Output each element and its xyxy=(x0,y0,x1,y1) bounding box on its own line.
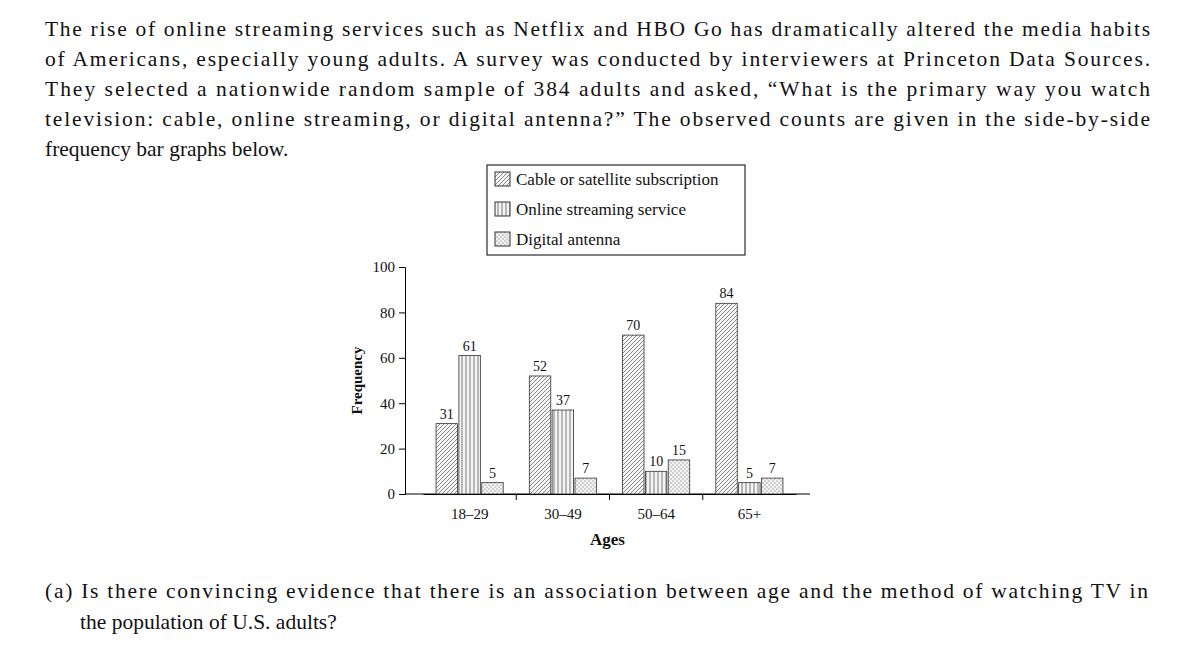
legend: Cable or satellite subscription Online st… xyxy=(487,165,745,255)
data-label: 10 xyxy=(649,454,663,469)
x-tick: 30–49 xyxy=(544,494,582,522)
legend-entry: Digital antenna xyxy=(516,230,621,249)
y-tick-label: 100 xyxy=(373,259,396,275)
x-tick: 65+ xyxy=(738,494,761,522)
bar xyxy=(459,356,480,494)
y-axis-line xyxy=(399,268,406,495)
x-axis: 18–29 30–49 50–64 65+ xyxy=(424,494,797,522)
y-tick-label: 0 xyxy=(388,486,396,502)
y-axis: 0 20 40 60 80 100 xyxy=(373,259,406,502)
legend-swatch xyxy=(495,232,510,246)
bar xyxy=(575,478,596,494)
data-label: 61 xyxy=(463,339,477,354)
y-tick-mark xyxy=(399,403,405,404)
x-axis-title: Ages xyxy=(590,530,625,549)
y-tick: 40 xyxy=(380,396,405,412)
y-tick-label: 40 xyxy=(380,396,395,412)
x-tick-label: 50–64 xyxy=(637,506,675,522)
intro-line: of Americans, especially young adults. A… xyxy=(45,47,1150,71)
y-tick: 60 xyxy=(380,350,405,366)
data-label: 15 xyxy=(672,443,686,458)
legend-box xyxy=(487,165,745,255)
x-divider xyxy=(516,494,517,500)
x-divider xyxy=(702,494,703,500)
question-line: (a) Is there convincing evidence that th… xyxy=(45,579,1148,603)
x-tick-label: 65+ xyxy=(738,506,761,522)
bar xyxy=(761,478,782,494)
x-tick: 50–64 xyxy=(637,494,675,522)
legend-entry: Online streaming service xyxy=(516,200,686,219)
data-label: 31 xyxy=(440,407,454,422)
y-tick-mark xyxy=(399,267,405,268)
question-line: the population of U.S. adults? xyxy=(80,610,337,634)
bar xyxy=(739,483,760,494)
y-tick-label: 60 xyxy=(380,350,395,366)
bar xyxy=(436,424,457,494)
y-tick-mark xyxy=(399,358,405,359)
data-label: 7 xyxy=(582,461,589,476)
y-tick: 100 xyxy=(373,259,406,275)
data-label: 5 xyxy=(746,466,753,481)
legend-swatch xyxy=(495,172,510,186)
y-axis-title: Frequency xyxy=(349,346,365,415)
bar xyxy=(482,483,503,494)
x-tick-label: 30–49 xyxy=(544,506,582,522)
data-label: 37 xyxy=(556,393,570,408)
bars xyxy=(436,303,783,494)
legend-swatch xyxy=(495,202,510,216)
x-divider xyxy=(609,494,610,500)
y-tick: 80 xyxy=(380,305,405,321)
page: The rise of online streaming services su… xyxy=(0,0,1200,664)
intro-line: They selected a nationwide random sample… xyxy=(45,77,1150,101)
data-label: 70 xyxy=(626,318,640,333)
bar xyxy=(552,410,573,494)
intro-line: television: cable, online streaming, or … xyxy=(45,107,1150,131)
y-tick-mark xyxy=(399,494,405,495)
y-tick: 0 xyxy=(388,486,406,502)
x-tick-label: 18–29 xyxy=(451,506,489,522)
legend-entry: Cable or satellite subscription xyxy=(516,170,719,189)
bar xyxy=(529,376,550,494)
data-labels: 31 52 70 84 61 37 10 5 5 7 15 7 xyxy=(440,286,776,480)
data-label: 7 xyxy=(769,461,776,476)
data-label: 52 xyxy=(533,359,547,374)
bar xyxy=(668,460,689,494)
data-label: 5 xyxy=(489,466,496,481)
intro-line: frequency bar graphs below. xyxy=(45,137,288,161)
y-tick-label: 20 xyxy=(380,441,395,457)
intro-line: The rise of online streaming services su… xyxy=(45,17,1150,41)
y-tick-mark xyxy=(399,312,405,313)
bar xyxy=(645,471,666,494)
data-label: 84 xyxy=(720,286,734,301)
y-tick: 20 xyxy=(380,441,405,457)
x-tick: 18–29 xyxy=(451,494,489,522)
y-tick-mark xyxy=(399,449,405,450)
bar xyxy=(623,335,644,494)
bar xyxy=(716,303,737,494)
y-tick-label: 80 xyxy=(380,305,395,321)
